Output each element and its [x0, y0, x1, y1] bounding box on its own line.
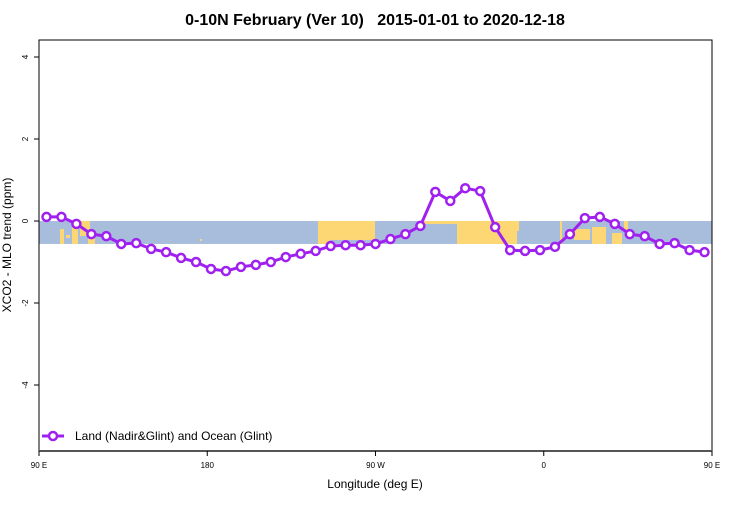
- x-tick-label: 0: [542, 461, 547, 470]
- x-tick-label: 90 W: [366, 461, 385, 470]
- y-tick-label: 2: [21, 136, 30, 141]
- chart-title: 0-10N February (Ver 10) 2015-01-01 to 20…: [185, 12, 565, 29]
- x-axis-label: Longitude (deg E): [327, 477, 422, 491]
- land-patch: [592, 227, 606, 244]
- data-point: [534, 244, 546, 256]
- data-point: [549, 241, 561, 253]
- data-point: [101, 230, 112, 242]
- data-point: [519, 245, 531, 257]
- data-point: [355, 239, 366, 251]
- data-point: [459, 182, 471, 194]
- land-patch: [612, 233, 622, 244]
- data-point: [579, 212, 591, 224]
- ocean-band: [39, 221, 712, 244]
- data-point: [220, 265, 232, 277]
- data-point: [639, 230, 650, 242]
- data-point: [370, 238, 381, 250]
- data-point: [265, 256, 277, 268]
- x-tick-label: 90 E: [31, 461, 47, 470]
- data-point: [624, 228, 635, 240]
- data-point: [474, 185, 486, 197]
- data-point: [415, 220, 426, 232]
- land-patch: [560, 221, 562, 244]
- data-point: [564, 228, 576, 240]
- data-point: [310, 245, 321, 257]
- land-patch: [200, 239, 202, 241]
- data-point: [205, 263, 217, 275]
- data-point: [86, 228, 97, 240]
- surface-band: [39, 221, 712, 244]
- land-patch: [517, 221, 519, 231]
- land-patch: [423, 221, 457, 224]
- x-tick-label: 90 E: [704, 461, 720, 470]
- land-patch: [330, 221, 375, 240]
- data-point: [130, 237, 142, 249]
- data-point: [41, 211, 52, 223]
- data-point: [699, 246, 710, 258]
- data-point: [609, 218, 621, 230]
- data-point: [489, 221, 501, 233]
- y-axis-label: XCO2 - MLO trend (ppm): [0, 178, 14, 313]
- data-point: [684, 244, 695, 256]
- land-patch: [318, 221, 330, 244]
- y-tick-label: -4: [21, 381, 30, 389]
- data-point: [280, 251, 292, 263]
- data-point: [669, 237, 680, 249]
- data-point: [340, 239, 351, 251]
- legend-marker: [47, 430, 59, 442]
- data-point: [400, 228, 411, 240]
- land-patch: [624, 221, 628, 231]
- land-patch: [72, 226, 78, 244]
- data-point: [145, 243, 157, 255]
- data-point: [250, 259, 262, 271]
- data-point: [325, 240, 336, 252]
- land-patch: [60, 229, 64, 244]
- data-point: [235, 261, 247, 273]
- data-point: [160, 246, 172, 258]
- series-layer: [41, 182, 710, 277]
- legend: Land (Nadir&Glint) and Ocean (Glint): [42, 429, 272, 443]
- legend-label: Land (Nadir&Glint) and Ocean (Glint): [75, 429, 272, 443]
- land-patch: [457, 221, 517, 244]
- data-point: [654, 238, 665, 250]
- data-point: [190, 256, 202, 268]
- data-point: [175, 252, 187, 264]
- x-tick-label: 180: [201, 461, 215, 470]
- y-tick-label: -2: [21, 299, 30, 307]
- data-point: [594, 211, 606, 223]
- y-tick-label: 4: [21, 54, 30, 59]
- data-point: [71, 218, 82, 230]
- data-point: [116, 238, 127, 250]
- land-patch: [66, 235, 70, 238]
- data-point: [56, 211, 67, 223]
- data-point: [295, 248, 306, 260]
- y-tick-label: 0: [21, 218, 30, 223]
- land-patch: [574, 229, 590, 240]
- data-point: [430, 186, 441, 198]
- data-point: [445, 195, 456, 207]
- data-point: [385, 233, 396, 245]
- data-point: [504, 244, 516, 256]
